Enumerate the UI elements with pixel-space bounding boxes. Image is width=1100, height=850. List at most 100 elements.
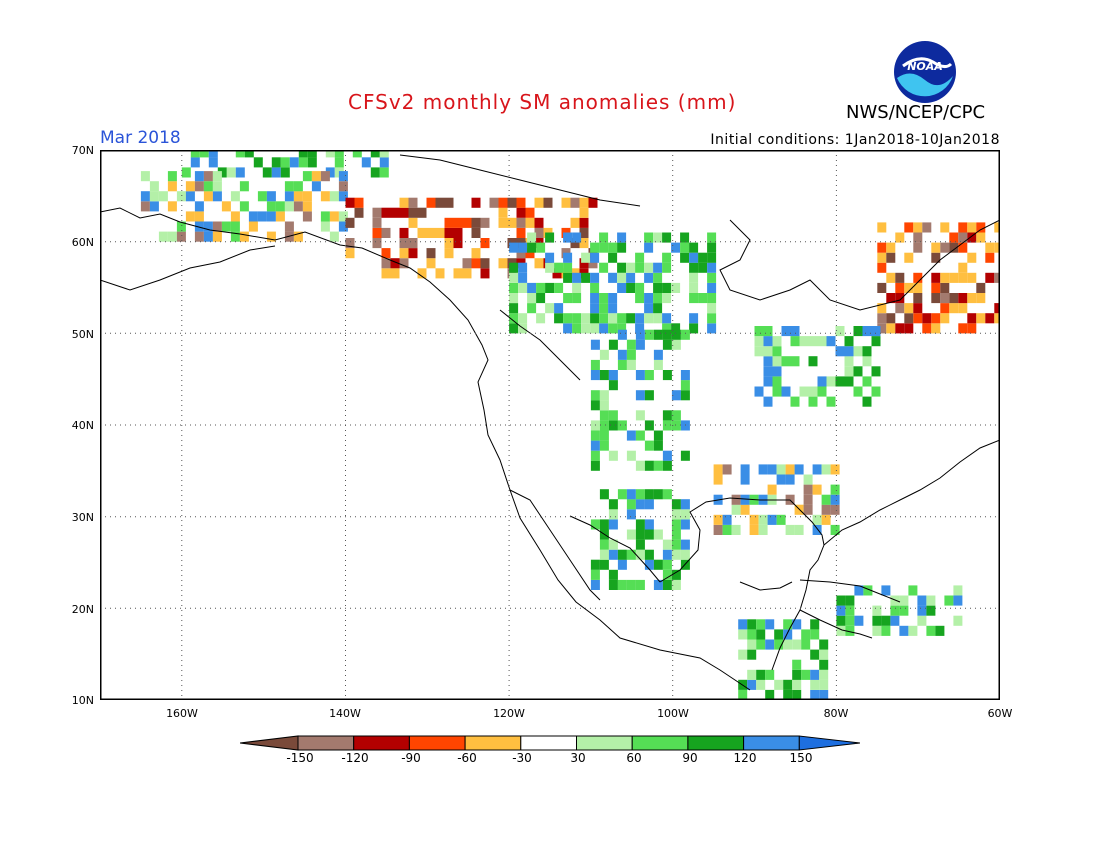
lat-label-30: 30N [71,511,94,524]
anomaly-cell [599,303,609,314]
anomaly-cell [563,323,573,334]
anomaly-cell [635,579,645,590]
anomaly-cell [904,282,914,293]
anomaly-cell [790,326,800,337]
anomaly-cell [253,157,263,168]
anomaly-cell [149,191,159,202]
anomaly-cell [790,396,800,407]
anomaly-cell [801,639,811,650]
anomaly-cell [498,207,508,218]
anomaly-cell [262,167,272,178]
anomaly-cell [498,197,508,208]
anomaly-cell [845,605,855,616]
anomaly-cell [302,211,312,222]
anomaly-cell [830,464,840,475]
anomaly-cell [812,524,822,535]
anomaly-cell [534,217,544,228]
anomaly-cell [913,232,923,243]
anomaly-cell [289,157,299,168]
anomaly-cell [917,595,927,606]
anomaly-cell [944,595,954,606]
anomaly-cell [293,201,303,212]
chart-title: CFSv2 monthly SM anomalies (mm) [348,90,737,114]
anomaly-cell [579,227,589,238]
anomaly-cell [862,376,872,387]
anomaly-cell [740,464,750,475]
anomaly-cell [626,509,636,520]
lon-label-100w: 100W [657,707,689,720]
anomaly-cell [958,232,968,243]
anomaly-cell [853,366,863,377]
anomaly-cell [381,227,391,238]
anomaly-cell [543,197,553,208]
anomaly-cell [298,157,308,168]
anomaly-cell [509,272,519,283]
anomaly-cell [994,242,1000,253]
anomaly-cell [698,252,708,263]
anomaly-cell [302,201,312,212]
anomaly-cell [599,489,609,500]
anomaly-cell [781,326,791,337]
anomaly-cell [853,326,863,337]
anomaly-cell [379,167,389,178]
anomaly-cell [140,191,150,202]
anomaly-cell [248,211,258,222]
anomaly-cell [877,323,887,334]
anomaly-cell [298,150,308,158]
anomaly-cell [509,242,519,253]
anomaly-cell [617,559,627,570]
anomaly-cell [812,484,822,495]
anomaly-cell [527,242,537,253]
anomaly-cell [653,489,663,500]
anomaly-cell [877,222,887,233]
anomaly-cell [149,201,159,212]
anomaly-cell [940,303,950,314]
anomaly-cell [877,303,887,314]
anomaly-cell [590,460,600,471]
anomaly-cell [257,191,267,202]
colorbar-arrow-low [240,735,299,751]
anomaly-cell [886,313,896,324]
anomaly-cell [958,272,968,283]
anomaly-cell [338,171,348,182]
anomaly-cell [836,605,846,616]
anomaly-cell [579,217,589,228]
anomaly-cell [662,339,672,350]
anomaly-cell [471,248,481,259]
anomaly-cell [372,217,382,228]
anomaly-cell [536,293,546,304]
lat-label-20: 20N [71,603,94,616]
anomaly-cell [747,629,757,640]
anomaly-cell [763,326,773,337]
anomaly-cell [194,211,204,222]
anomaly-cell [713,514,723,525]
anomaly-cell [765,689,775,700]
anomaly-cell [662,313,672,324]
anomaly-cell [579,238,589,249]
anomaly-cell [803,484,813,495]
anomaly-cell [844,336,854,347]
anomaly-cell [635,499,645,510]
anomaly-cell [381,248,391,259]
anomaly-cell [230,191,240,202]
anomaly-cell [899,605,909,616]
anomaly-cell [554,282,564,293]
lat-label-60: 60N [71,236,94,249]
colorbar-segment [353,735,410,751]
anomaly-cell [390,258,400,269]
colorbar-segment [743,735,800,751]
anomaly-cell [776,514,786,525]
anomaly-cell [662,559,672,570]
anomaly-cell [754,346,764,357]
anomaly-cell [570,238,580,249]
anomaly-cell [819,649,829,660]
anomaly-cell [608,293,618,304]
anomaly-cell [588,197,598,208]
anomaly-cell [527,293,537,304]
anomaly-cell [572,293,582,304]
anomaly-cell [453,238,463,249]
anomaly-cell [426,258,436,269]
anomaly-cell [599,519,609,530]
anomaly-cell [881,625,891,636]
anomaly-cell [345,248,355,259]
